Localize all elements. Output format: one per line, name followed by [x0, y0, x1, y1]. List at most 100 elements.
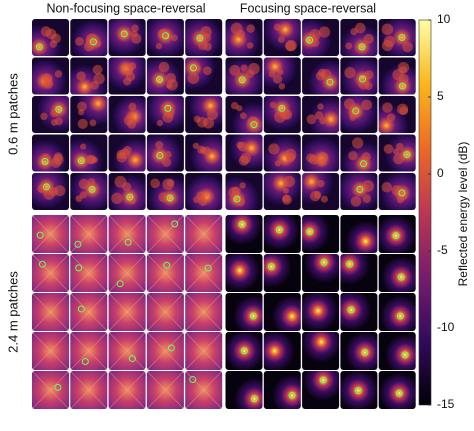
hot-spot	[344, 67, 356, 79]
heatmap-tile	[378, 254, 416, 292]
source-marker	[238, 76, 246, 84]
heatmap-tile	[302, 293, 340, 331]
heatmap-tile	[70, 96, 108, 133]
tile	[340, 19, 378, 56]
tile	[225, 173, 263, 210]
tile	[263, 215, 301, 253]
heatmap-tile	[378, 371, 416, 409]
tile	[108, 214, 146, 254]
tile	[108, 370, 146, 410]
hot-spot	[78, 178, 90, 190]
tile	[185, 173, 223, 210]
pattern-line	[146, 292, 185, 332]
hot-spot	[198, 197, 208, 207]
heatmap-tile	[302, 371, 340, 409]
hot-spot	[272, 74, 283, 84]
hot-spot	[317, 103, 324, 110]
hot-spot	[240, 64, 248, 72]
hot-spot	[320, 195, 328, 203]
tile	[263, 96, 301, 133]
source-marker	[42, 183, 50, 191]
heatmap-tile	[225, 57, 263, 95]
heatmap-tile	[70, 173, 108, 210]
pattern-line	[70, 292, 108, 332]
hot-spot	[193, 115, 201, 123]
heatmap-tile	[263, 332, 301, 370]
tile	[32, 19, 69, 56]
source-marker	[89, 38, 97, 46]
tile	[32, 96, 69, 133]
heatmap-tile	[225, 332, 263, 370]
row-label: 0.6 m patches	[5, 73, 20, 155]
hot-spot	[229, 64, 241, 76]
hot-spot	[362, 194, 372, 204]
source-marker	[75, 264, 83, 272]
tile	[184, 331, 223, 371]
hot-spot	[381, 23, 394, 36]
tile	[340, 215, 378, 253]
hot-spot	[246, 42, 254, 49]
hot-spot	[155, 140, 164, 149]
tile	[70, 57, 108, 95]
tile	[185, 57, 223, 95]
source-marker	[116, 280, 124, 288]
source-marker	[354, 387, 362, 395]
pattern-line	[108, 292, 146, 332]
pattern-line	[31, 253, 70, 293]
heatmap-tile	[302, 254, 340, 292]
hot-spot	[54, 70, 63, 78]
tile	[31, 331, 70, 371]
tile	[31, 214, 70, 254]
source-marker	[359, 75, 367, 83]
hot-spot	[202, 33, 212, 43]
tile	[340, 57, 378, 95]
hot-spot	[207, 109, 218, 120]
heatmap-tile	[340, 371, 378, 409]
hot-spot	[269, 101, 277, 109]
source-marker	[240, 347, 248, 355]
source-marker	[55, 105, 63, 113]
hot-spot	[317, 151, 329, 163]
hot-spot	[85, 154, 96, 165]
tile	[146, 292, 185, 332]
hot-spot	[383, 144, 394, 154]
source-marker	[319, 376, 327, 384]
source-marker	[162, 32, 170, 40]
hot-spot	[122, 182, 132, 192]
hot-spot	[203, 66, 212, 75]
heatmap-tile	[263, 293, 301, 331]
tile	[32, 173, 69, 210]
heatmap-tile	[378, 96, 416, 133]
hot-spot	[309, 34, 316, 41]
hot-spot	[246, 24, 255, 33]
hot-spot	[382, 102, 393, 113]
tile	[146, 19, 184, 56]
heatmap-tile	[225, 19, 263, 56]
pattern-line	[31, 292, 70, 332]
hot-spot	[128, 113, 136, 120]
hot-spot	[315, 71, 326, 81]
heatmap-tile	[378, 332, 416, 370]
pattern-line	[70, 331, 108, 371]
tile	[378, 57, 416, 95]
source-marker	[398, 189, 406, 197]
heatmap-tile	[302, 215, 340, 253]
tile	[184, 253, 223, 293]
pattern-line	[146, 253, 185, 293]
pattern-line	[146, 331, 185, 371]
source-marker	[392, 232, 400, 240]
hot-spot	[79, 191, 87, 199]
hot-spot	[165, 72, 177, 84]
hot-spot	[228, 186, 240, 198]
hot-spot	[89, 119, 97, 127]
hot-spot	[192, 142, 199, 149]
source-marker	[249, 312, 257, 320]
hot-spot	[161, 157, 172, 167]
pattern-line	[184, 370, 223, 410]
hot-spot	[50, 119, 58, 126]
tile	[185, 19, 223, 56]
hot-spot	[166, 82, 173, 89]
tile	[184, 214, 223, 254]
source-marker	[189, 376, 197, 384]
